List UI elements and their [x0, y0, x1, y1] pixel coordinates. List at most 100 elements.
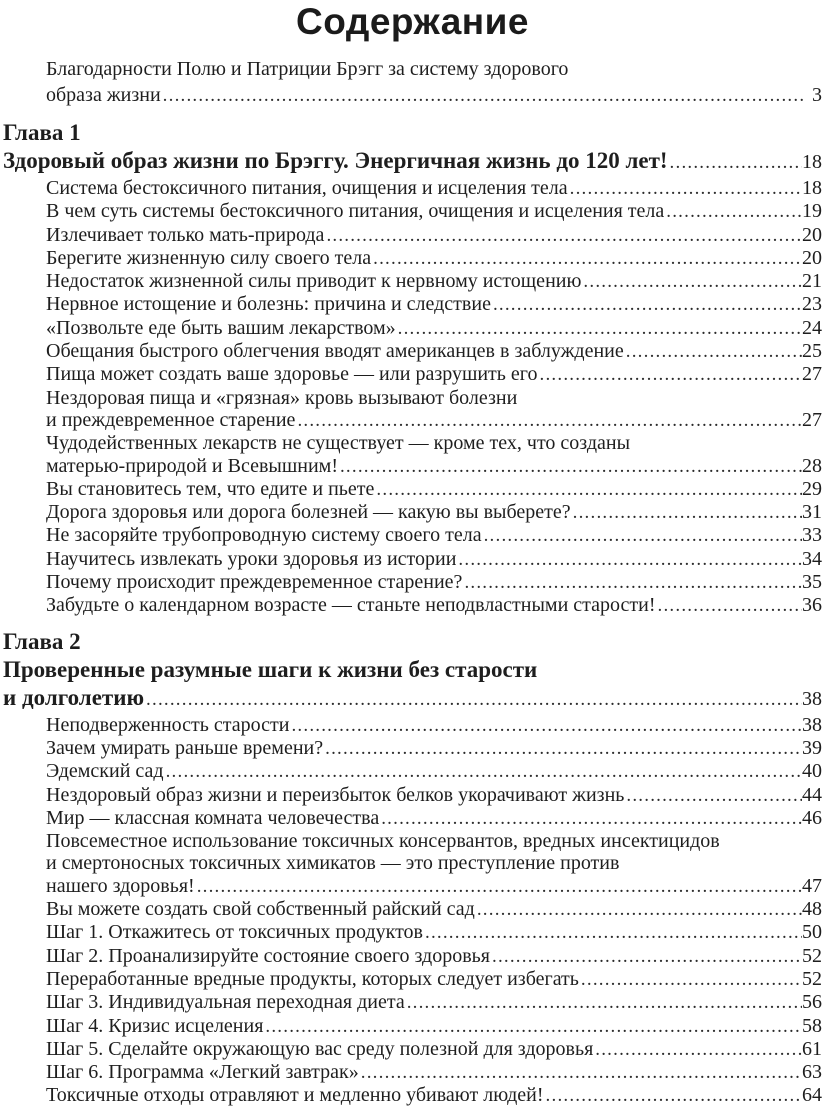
entry-line: образа жизни 3 — [46, 82, 822, 109]
toc-entry: Эдемский сад 40 — [3, 760, 822, 783]
entry-text: нашего здоровья! — [46, 874, 195, 897]
dot-leader — [144, 686, 802, 714]
dot-leader — [664, 201, 802, 223]
entry-text: Шаг 2. Проанализируйте состояние своего … — [46, 944, 490, 967]
dot-leader — [462, 572, 802, 594]
toc-entry: Зачем умирать раньше времени? 39 — [3, 737, 822, 760]
page-number: 27 — [802, 408, 822, 431]
page-number: 18 — [802, 177, 822, 199]
entry-text: Шаг 1. Откажитесь от токсичных продуктов — [46, 921, 423, 944]
entry-text: Токсичные отходы отравляют и медленно уб… — [46, 1084, 544, 1107]
page-number: 36 — [802, 594, 822, 617]
book-page: { "page_title": "Содержание", "toc": { "… — [0, 0, 831, 1067]
entry-text: Переработанные вредные продукты, которых… — [46, 967, 579, 990]
dot-leader — [374, 479, 802, 501]
page-number: 64 — [802, 1084, 822, 1107]
dot-leader — [491, 294, 802, 316]
toc-entry: Недостаток жизненной силы приводит к нер… — [3, 270, 822, 293]
dot-leader — [324, 225, 802, 247]
entry-text: «Позвольте еде быть вашим лекарством» — [46, 316, 396, 339]
entry-text: Дорога здоровья или дорога болезней — ка… — [46, 501, 571, 524]
entry-line: Чудодейственных лекарств не существует —… — [46, 432, 822, 454]
entry-line: Недостаток жизненной силы приводит к нер… — [46, 270, 822, 293]
entry-line: Научитесь извлекать уроки здоровья из ис… — [46, 548, 822, 571]
toc-entry: Нездоровый образ жизни и переизбыток бел… — [3, 784, 822, 807]
entry-line: «Позвольте еде быть вашим лекарством» 24 — [46, 317, 822, 340]
toc-entry: Чудодейственных лекарств не существует —… — [3, 432, 822, 478]
page-number: 52 — [802, 967, 822, 990]
entry-line: Нездоровая пища и «грязная» кровь вызыва… — [46, 387, 822, 409]
dot-leader — [490, 946, 802, 968]
dot-leader — [571, 502, 802, 524]
toc-entry: Вы становитесь тем, что едите и пьете 29 — [3, 478, 822, 501]
toc-entry: Мир — классная комната человечества 46 — [3, 807, 822, 830]
entry-text: Нездоровый образ жизни и переизбыток бел… — [46, 783, 625, 806]
dot-leader — [371, 248, 802, 270]
toc-entry: Нервное истощение и болезнь: причина и с… — [3, 293, 822, 316]
entry-line: Шаг 4. Кризис исцеления 58 — [46, 1015, 822, 1038]
page-number: 56 — [802, 991, 822, 1014]
entry-text: Шаг 3. Индивидуальная переходная диета — [46, 991, 405, 1014]
toc-entry: Берегите жизненную силу своего тела 20 — [3, 247, 822, 270]
page-number: 52 — [802, 944, 822, 967]
entry-line: Вы становитесь тем, что едите и пьете 29 — [46, 478, 822, 501]
entry-text: В чем суть системы бестоксичного питания… — [46, 200, 665, 223]
toc-entry: Шаг 2. Проанализируйте состояние своего … — [3, 945, 822, 968]
entry-line: Шаг 6. Программа «Легкий завтрак» 63 — [46, 1061, 822, 1084]
entry-line: и преждевременное старение 27 — [46, 409, 822, 432]
entry-text: Зачем умирать раньше времени? — [46, 736, 324, 759]
page-number: 3 — [812, 84, 822, 106]
page-number: 24 — [802, 316, 822, 339]
toc-entry: Шаг 6. Программа «Легкий завтрак» 63 — [3, 1061, 822, 1084]
page-number: 38 — [802, 687, 822, 710]
toc-entry: Излечивает только мать-природа 20 — [3, 224, 822, 247]
toc-entry: Забудьте о календарном возрасте — станьт… — [3, 594, 822, 617]
dot-leader — [593, 1039, 802, 1061]
dot-leader — [338, 456, 802, 478]
entry-line: Нездоровый образ жизни и переизбыток бел… — [46, 784, 822, 807]
page-title: Содержание — [296, 1, 529, 42]
toc-list: Благодарности Полю и Патриции Брэгг за с… — [3, 56, 822, 1108]
dot-leader — [656, 595, 802, 617]
page-number: 23 — [802, 293, 822, 316]
entry-text: Чудодейственных лекарств не существует —… — [46, 432, 631, 455]
entry-line: В чем суть системы бестоксичного питания… — [46, 200, 822, 223]
dot-leader — [405, 992, 802, 1014]
toc-entry: Нездоровая пища и «грязная» кровь вызыва… — [3, 387, 822, 433]
entry-text: Научитесь извлекать уроки здоровья из ис… — [46, 547, 457, 570]
page-number: 46 — [802, 806, 822, 829]
entry-text: и долголетию — [3, 684, 145, 710]
page-number: 33 — [802, 524, 822, 547]
entry-text: Проверенные разумные шаги к жизни без ст… — [3, 656, 538, 682]
page-number: 25 — [802, 340, 822, 363]
dot-leader — [359, 1062, 802, 1084]
page-number: 50 — [802, 921, 822, 944]
entry-line: Неподверженность старости 38 — [46, 714, 822, 737]
dot-leader — [579, 969, 802, 991]
dot-leader — [161, 83, 805, 109]
dot-leader — [164, 761, 802, 783]
entry-text: Система бестоксичного питания, очищения … — [46, 177, 568, 199]
dot-leader — [195, 876, 802, 898]
entry-text: Нервное истощение и болезнь: причина и с… — [46, 293, 491, 316]
page-number: 38 — [802, 713, 822, 736]
toc-entry: Благодарности Полю и Патриции Брэгг за с… — [3, 56, 822, 109]
page-number: 47 — [802, 874, 822, 897]
dot-leader — [423, 922, 802, 944]
entry-line: Дорога здоровья или дорога болезней — ка… — [46, 501, 822, 524]
toc-entry: Шаг 1. Откажитесь от токсичных продуктов… — [3, 921, 822, 944]
entry-line: Обещания быстрого облегчения вводят амер… — [46, 340, 822, 363]
entry-line: Повсеместное использование токсичных кон… — [46, 830, 822, 852]
page-number: 18 — [802, 151, 822, 173]
chapter-title: Проверенные разумные шаги к жизни без ст… — [3, 656, 822, 714]
entry-line: матерью-природой и Всевышним! 28 — [46, 455, 822, 478]
entry-line: и смертоносных токсичных химикатов — это… — [46, 852, 822, 874]
page-number: 19 — [802, 200, 822, 223]
toc-entry: Обещания быстрого облегчения вводят амер… — [3, 340, 822, 363]
entry-text: Пища может создать ваше здоровье — или р… — [46, 363, 538, 386]
entry-text: матерью-природой и Всевышним! — [46, 454, 338, 477]
page-number: 29 — [802, 477, 822, 500]
entry-text: Берегите жизненную силу своего тела — [46, 246, 372, 269]
entry-line: Проверенные разумные шаги к жизни без ст… — [3, 656, 822, 684]
